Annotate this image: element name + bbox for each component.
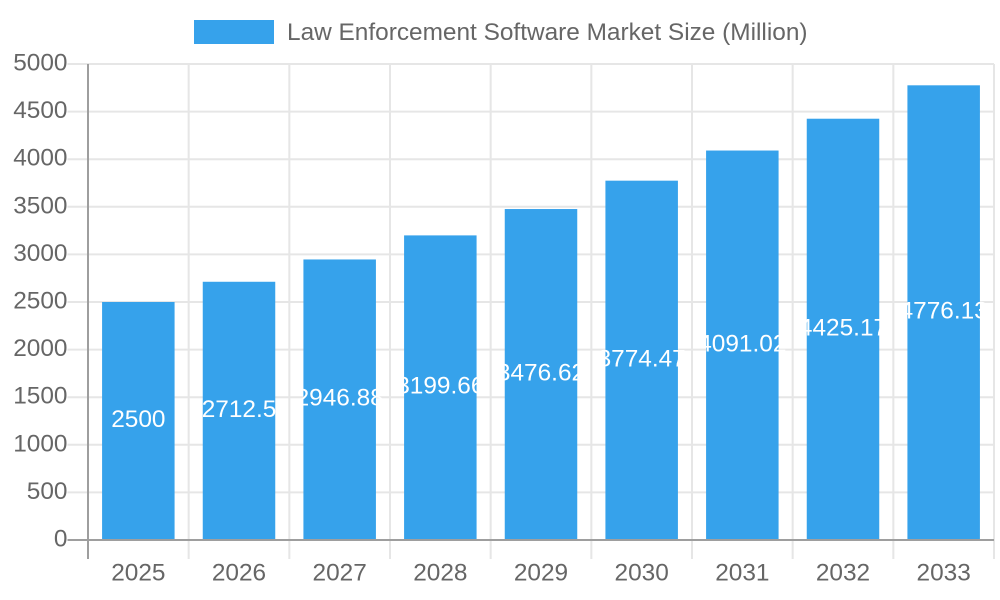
- svg-text:Law Enforcement Software Marke: Law Enforcement Software Market Size (Mi…: [287, 19, 808, 46]
- svg-text:5000: 5000: [13, 50, 67, 77]
- svg-text:3000: 3000: [13, 240, 67, 267]
- svg-text:3774.47: 3774.47: [598, 345, 686, 372]
- svg-text:2946.88: 2946.88: [296, 385, 384, 412]
- svg-text:3500: 3500: [13, 192, 67, 219]
- svg-text:500: 500: [27, 478, 68, 505]
- svg-text:2026: 2026: [212, 560, 266, 587]
- svg-text:1500: 1500: [13, 383, 67, 410]
- svg-text:2031: 2031: [715, 560, 769, 587]
- svg-text:4091.02: 4091.02: [698, 330, 786, 357]
- svg-text:2500: 2500: [13, 288, 67, 315]
- svg-text:2000: 2000: [13, 335, 67, 362]
- svg-text:2032: 2032: [816, 560, 870, 587]
- svg-text:2029: 2029: [514, 560, 568, 587]
- svg-text:2033: 2033: [917, 560, 971, 587]
- svg-text:2500: 2500: [111, 406, 165, 433]
- svg-text:3199.66: 3199.66: [396, 373, 484, 400]
- svg-text:3476.62: 3476.62: [497, 360, 585, 387]
- svg-text:2028: 2028: [413, 560, 467, 587]
- svg-text:2025: 2025: [111, 560, 165, 587]
- svg-text:1000: 1000: [13, 430, 67, 457]
- svg-text:4000: 4000: [13, 145, 67, 172]
- svg-text:4425.17: 4425.17: [799, 314, 887, 341]
- svg-text:4500: 4500: [13, 97, 67, 124]
- svg-text:2030: 2030: [615, 560, 669, 587]
- svg-text:2027: 2027: [313, 560, 367, 587]
- svg-text:4776.13: 4776.13: [900, 298, 988, 325]
- svg-text:2712.5: 2712.5: [202, 396, 277, 423]
- svg-text:0: 0: [54, 526, 68, 553]
